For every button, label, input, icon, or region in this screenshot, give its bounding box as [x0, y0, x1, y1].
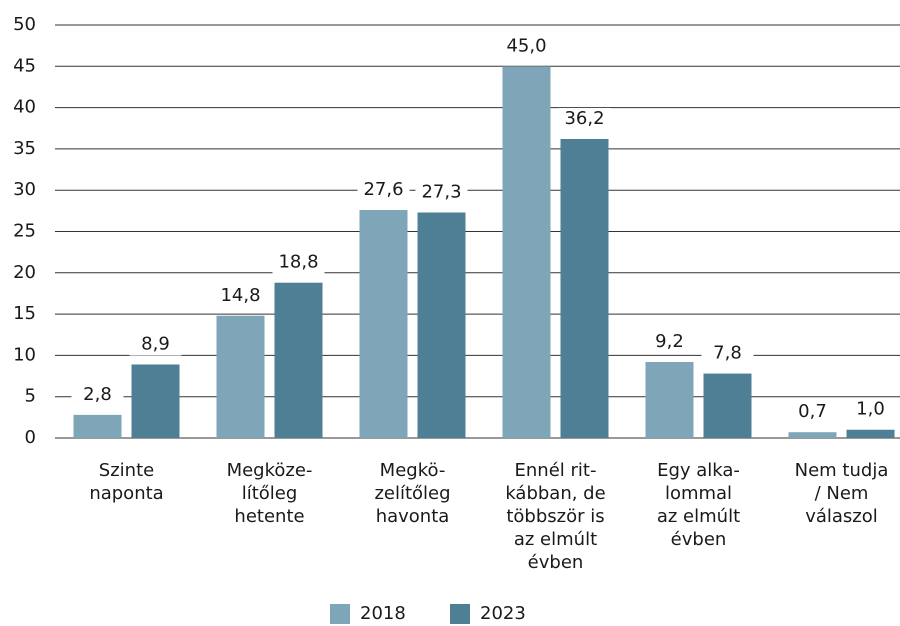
- bar: [703, 373, 752, 438]
- bar: [846, 429, 895, 438]
- x-tick-label: zelítőleg: [374, 483, 450, 504]
- bar: [788, 432, 837, 438]
- x-tick-label: évben: [528, 552, 584, 573]
- legend-swatch: [450, 604, 470, 624]
- x-tick-label: az elmúlt: [514, 529, 597, 550]
- x-tick-label: Ennél rit-: [515, 460, 597, 481]
- value-label: 2,8: [83, 384, 112, 405]
- y-tick-label: 0: [25, 427, 36, 448]
- value-label-bg: [71, 383, 124, 406]
- x-tick-label: kábban, de: [505, 483, 605, 504]
- x-tick-label: Szinte: [99, 460, 154, 481]
- value-label-bg: [558, 107, 611, 130]
- bar: [502, 66, 551, 439]
- y-tick-label: 25: [13, 221, 36, 242]
- x-tick-label: / Nem: [815, 483, 869, 504]
- value-label-bg: [272, 251, 325, 274]
- value-label: 27,3: [421, 182, 461, 203]
- x-tick-label: Egy alka-: [657, 460, 740, 481]
- x-tick-label: az elmúlt: [657, 506, 740, 527]
- y-tick-label: 45: [13, 55, 36, 76]
- bar: [645, 362, 694, 438]
- x-tick-label: lítőleg: [242, 483, 298, 504]
- x-tick-label: havonta: [376, 506, 450, 527]
- value-label-bg: [701, 342, 754, 365]
- value-label: 36,2: [564, 108, 604, 129]
- bar: [216, 315, 265, 438]
- x-tick-label: naponta: [89, 483, 163, 504]
- x-tick-label: hetente: [234, 506, 304, 527]
- value-label: 0,7: [798, 401, 827, 422]
- y-tick-label: 15: [13, 303, 36, 324]
- value-label: 14,8: [220, 285, 260, 306]
- value-label-bg: [500, 35, 553, 58]
- value-label-bg: [786, 401, 839, 424]
- y-tick-label: 10: [13, 344, 36, 365]
- value-label-bg: [643, 331, 696, 354]
- bar: [274, 282, 323, 438]
- value-label-bg: [844, 398, 897, 421]
- x-tick-label: Megköze-: [227, 460, 313, 481]
- x-tick-label: évben: [671, 529, 727, 550]
- value-label: 1,0: [856, 399, 885, 420]
- value-label: 7,8: [713, 343, 742, 364]
- y-tick-label: 5: [25, 386, 36, 407]
- y-tick-label: 40: [13, 97, 36, 118]
- value-label: 9,2: [655, 331, 684, 352]
- legend-swatch: [330, 604, 350, 624]
- y-tick-label: 50: [13, 14, 36, 35]
- value-label-bg: [357, 179, 410, 202]
- y-tick-label: 30: [13, 179, 36, 200]
- x-tick-label: lommal: [665, 483, 732, 504]
- x-tick-label: Megkö-: [380, 460, 446, 481]
- bar: [417, 212, 466, 438]
- x-tick-label: Nem tudja: [795, 460, 889, 481]
- bar: [73, 414, 122, 438]
- bar: [131, 364, 180, 438]
- value-label: 45,0: [506, 35, 546, 56]
- value-label-bg: [129, 333, 182, 356]
- x-tick-label: többször is: [506, 506, 604, 527]
- value-label: 18,8: [278, 252, 318, 273]
- y-tick-label: 20: [13, 262, 36, 283]
- value-label: 27,6: [363, 179, 403, 200]
- x-tick-label: válaszol: [805, 506, 878, 527]
- bar: [560, 138, 609, 438]
- y-tick-label: 35: [13, 138, 36, 159]
- value-label: 8,9: [141, 333, 170, 354]
- bar: [359, 210, 408, 438]
- value-label-bg: [214, 284, 267, 307]
- legend-label: 2023: [480, 603, 526, 624]
- legend-label: 2018: [360, 603, 406, 624]
- value-label-bg: [415, 181, 468, 204]
